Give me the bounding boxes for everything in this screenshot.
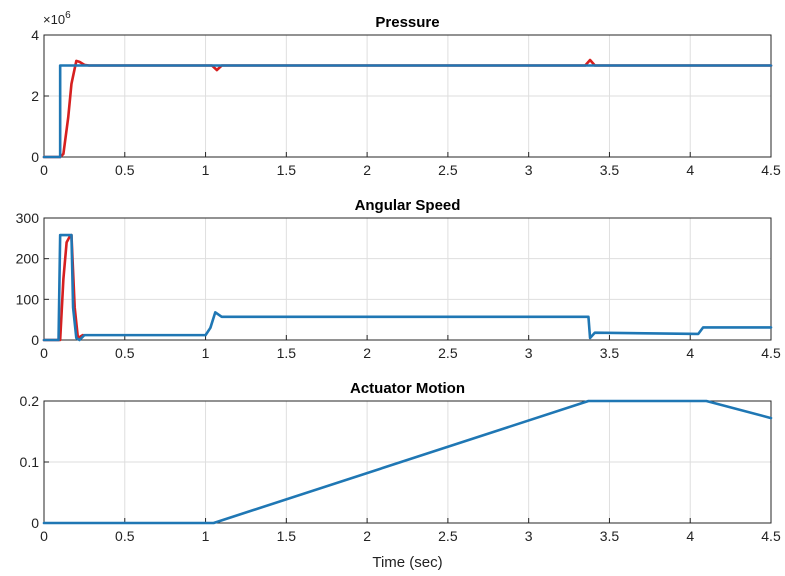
axes-frame xyxy=(43,217,772,341)
subplot-title: Pressure xyxy=(375,14,439,31)
x-tick-label: 2.5 xyxy=(438,528,458,544)
y-exponent-label: ×106 xyxy=(43,10,71,27)
axes-frame xyxy=(43,34,772,158)
x-tick-label: 2.5 xyxy=(438,345,458,361)
x-tick-label: 2 xyxy=(363,345,371,361)
x-tick-label: 2 xyxy=(363,162,371,178)
y-tick-label: 0 xyxy=(31,149,39,165)
subplot-3: 0 0.5 1 1.5 2 2.5 3 3.5 4 4.5 0 0.1 0.2 Actuator Moti… xyxy=(20,380,781,571)
x-tick-label: 0 xyxy=(40,345,48,361)
subplot-1: 0 0.5 1 1.5 2 2.5 3 3.5 4 4.5 0 2 4 Pressure ×106 xyxy=(31,10,781,178)
x-tick-label: 4.5 xyxy=(761,345,781,361)
subplot-title: Actuator Motion xyxy=(350,380,465,397)
x-tick-label: 4 xyxy=(686,528,694,544)
x-tick-label: 1.5 xyxy=(277,162,297,178)
x-tick-label: 2 xyxy=(363,528,371,544)
x-tick-label: 3 xyxy=(525,528,533,544)
y-tick-label: 2 xyxy=(31,88,39,104)
x-tick-label: 0.5 xyxy=(115,345,135,361)
x-tick-label: 3.5 xyxy=(600,528,620,544)
x-tick-label: 3.5 xyxy=(600,162,620,178)
x-tick-label: 4.5 xyxy=(761,528,781,544)
y-tick-label: 200 xyxy=(16,251,40,267)
plot-area xyxy=(43,217,772,341)
x-tick-label: 3 xyxy=(525,162,533,178)
x-tick-label: 3 xyxy=(525,345,533,361)
y-tick-label: 4 xyxy=(31,27,39,43)
x-tick-label: 1.5 xyxy=(277,528,297,544)
y-tick-label: 100 xyxy=(16,291,40,307)
x-tick-label: 1 xyxy=(202,162,210,178)
y-tick-label: 0.1 xyxy=(20,454,40,470)
series-line-2 xyxy=(42,64,773,159)
y-tick-label: 0.2 xyxy=(20,393,40,409)
y-tick-label: 0 xyxy=(31,515,39,531)
x-tick-label: 0 xyxy=(40,162,48,178)
y-tick-label: 0 xyxy=(31,332,39,348)
x-tick-label: 3.5 xyxy=(600,345,620,361)
x-tick-label: 0.5 xyxy=(115,162,135,178)
y-tick-label: 300 xyxy=(16,210,40,226)
x-tick-label: 4 xyxy=(686,162,694,178)
series-line-1 xyxy=(42,399,773,525)
x-tick-label: 0.5 xyxy=(115,528,135,544)
x-tick-label: 4 xyxy=(686,345,694,361)
subplot-2: 0 0.5 1 1.5 2 2.5 3 3.5 4 4.5 0 100 200 300 Angular Sp… xyxy=(16,197,781,361)
x-axis-label: Time (sec) xyxy=(372,554,442,571)
x-tick-label: 0 xyxy=(40,528,48,544)
x-tick-label: 2.5 xyxy=(438,162,458,178)
axes-frame xyxy=(43,400,772,524)
x-tick-label: 1 xyxy=(202,345,210,361)
x-tick-label: 1 xyxy=(202,528,210,544)
series-line-2 xyxy=(42,233,773,342)
x-tick-label: 4.5 xyxy=(761,162,781,178)
subplot-title: Angular Speed xyxy=(355,197,461,214)
x-tick-label: 1.5 xyxy=(277,345,297,361)
